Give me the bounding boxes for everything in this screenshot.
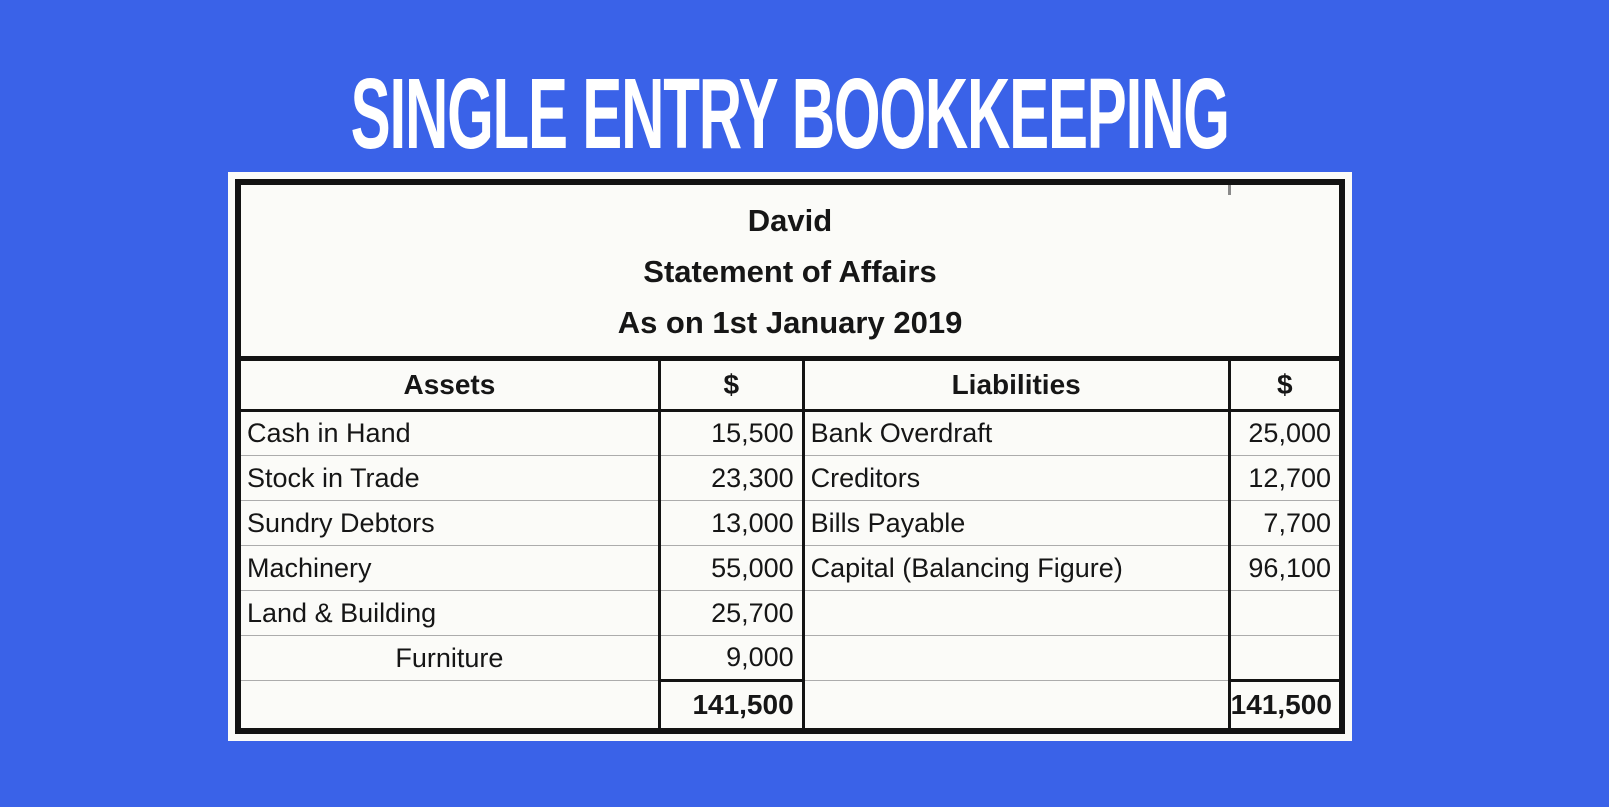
- liabilities-amount-column-header: $: [1227, 356, 1339, 412]
- liability-name-cell: [803, 590, 1230, 636]
- liability-name-cell: Capital (Balancing Figure): [803, 545, 1230, 591]
- liability-name-cell: Bills Payable: [803, 500, 1230, 546]
- asset-name-cell: Sundry Debtors: [241, 500, 660, 546]
- liability-name-cell: [803, 635, 1230, 681]
- table-header-row: Assets $ Liabilities $: [241, 356, 1339, 412]
- page-title-text: SINGLE ENTRY BOOKKEEPING: [351, 57, 1230, 170]
- asset-amount-cell: 25,700: [657, 590, 805, 636]
- liability-total-label-cell: [803, 680, 1230, 728]
- liability-name-cell: Bank Overdraft: [803, 410, 1230, 456]
- liability-amount-cell: 96,100: [1227, 545, 1339, 591]
- statement-header: David Statement of Affairs As on 1st Jan…: [241, 185, 1339, 356]
- liability-amount-cell: [1227, 590, 1339, 636]
- asset-name-cell: Cash in Hand: [241, 410, 660, 456]
- assets-column-header: Assets: [241, 356, 660, 412]
- asset-name-cell: Machinery: [241, 545, 660, 591]
- table-row: Machinery 55,000 Capital (Balancing Figu…: [241, 545, 1339, 591]
- asset-name-cell: Furniture: [241, 635, 660, 681]
- table-row: Furniture 9,000: [241, 635, 1339, 681]
- scan-line-artifact: [1228, 185, 1232, 195]
- asset-amount-cell: 9,000: [657, 635, 805, 681]
- liability-amount-cell: 25,000: [1227, 410, 1339, 456]
- table-row: Land & Building 25,700: [241, 590, 1339, 636]
- entity-name: David: [747, 203, 833, 238]
- liability-amount-cell: [1227, 635, 1339, 681]
- liability-total-cell: 141,500: [1227, 679, 1339, 728]
- asset-amount-cell: 55,000: [657, 545, 805, 591]
- asset-total-label-cell: [241, 680, 660, 728]
- statement-table: Assets $ Liabilities $ Cash in Hand 15,5…: [241, 356, 1339, 728]
- statement-date: As on 1st January 2019: [617, 305, 963, 340]
- asset-amount-cell: 15,500: [657, 410, 805, 456]
- statement-sheet: David Statement of Affairs As on 1st Jan…: [228, 172, 1352, 741]
- liability-name-cell: Creditors: [803, 455, 1230, 501]
- totals-row: 141,500 141,500: [241, 679, 1339, 728]
- liability-amount-cell: 7,700: [1227, 500, 1339, 546]
- asset-amount-cell: 13,000: [657, 500, 805, 546]
- asset-total-cell: 141,500: [657, 679, 805, 728]
- table-row: Sundry Debtors 13,000 Bills Payable 7,70…: [241, 500, 1339, 546]
- asset-name-cell: Stock in Trade: [241, 455, 660, 501]
- table-row: Stock in Trade 23,300 Creditors 12,700: [241, 455, 1339, 501]
- content-wrapper: SINGLE ENTRY BOOKKEEPING David Statement…: [228, 0, 1352, 741]
- asset-name-cell: Land & Building: [241, 590, 660, 636]
- liabilities-column-header: Liabilities: [803, 356, 1230, 412]
- statement-title: Statement of Affairs: [643, 254, 937, 289]
- liability-amount-cell: 12,700: [1227, 455, 1339, 501]
- assets-amount-column-header: $: [657, 356, 805, 412]
- table-row: Cash in Hand 15,500 Bank Overdraft 25,00…: [241, 410, 1339, 456]
- statement-sheet-border: David Statement of Affairs As on 1st Jan…: [235, 179, 1345, 734]
- page-title: SINGLE ENTRY BOOKKEEPING: [228, 56, 1352, 172]
- asset-amount-cell: 23,300: [657, 455, 805, 501]
